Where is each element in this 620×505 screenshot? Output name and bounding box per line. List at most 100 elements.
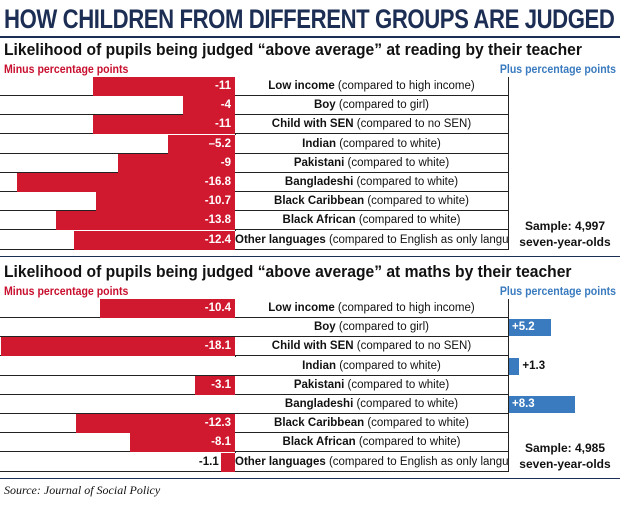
reading-category-note: (compared to English as only language) [328, 233, 508, 246]
reading-section-title: Likelihood of pupils being judged “above… [4, 40, 582, 59]
maths-row: +5.2 Boy (compared to girl) [0, 318, 620, 338]
maths-category-label: Pakistani (compared to white) [235, 376, 508, 395]
reading-row: -9 Pakistani (compared to white) [0, 153, 620, 173]
maths-category-name: Black Caribbean [274, 417, 365, 430]
maths-value-label: -12.3 [204, 417, 231, 430]
reading-category-name: Pakistani [293, 156, 345, 169]
reading-category-note: (compared to girl) [335, 99, 430, 112]
maths-bar [75, 414, 235, 434]
reading-category-note: (compared to white) [364, 195, 469, 208]
reading-category-note: (compared to white) [344, 156, 450, 169]
reading-row-gridline [0, 171, 235, 173]
reading-row: -12.4 Other languages (compared to Englis… [0, 230, 620, 250]
maths-section-title: Likelihood of pupils being judged “above… [4, 262, 572, 281]
maths-category-note: (compared to white) [355, 436, 461, 449]
reading-sample-group: seven-year-olds [519, 235, 611, 249]
reading-category-name: Other languages [235, 233, 326, 246]
reading-row: -4 Boy (compared to girl) [0, 96, 620, 116]
reading-category-label: Black African (compared to white) [235, 211, 508, 230]
maths-bar [0, 337, 235, 357]
maths-bar [220, 452, 235, 472]
maths-category-name: Pakistani [293, 378, 345, 391]
reading-category-name: Indian [302, 137, 337, 150]
maths-category-note: (compared to English as only language) [328, 455, 508, 468]
maths-category-note: (compared to white) [353, 398, 459, 410]
maths-category-cell [235, 414, 508, 434]
maths-category-note: (compared to high income) [334, 302, 475, 314]
maths-row: -18.1 Child with SEN (compared to no SEN) [0, 337, 620, 357]
reading-category-label: Low income (compared to high income) [235, 77, 508, 96]
maths-category-label: Other languages (compared to English as … [235, 453, 508, 472]
reading-category-note: (compared to no SEN) [353, 118, 472, 131]
reading-bar [167, 134, 235, 154]
maths-value-label: -18.1 [204, 340, 231, 353]
maths-row-gridline [0, 393, 235, 395]
reading-category-note: (compared to high income) [334, 80, 475, 92]
maths-sample-group: seven-year-olds [519, 457, 611, 471]
maths-value-label: -3.1 [211, 378, 231, 391]
reading-value-label: -11 [214, 80, 231, 92]
maths-bar [509, 396, 576, 413]
reading-value-label: -13.8 [204, 214, 231, 227]
reading-category-cell [235, 211, 508, 231]
reading-category-label: Black Caribbean (compared to white) [235, 192, 508, 211]
reading-value-label: -12.4 [204, 233, 231, 246]
reading-category-cell [235, 96, 508, 116]
chart-title: HOW CHILDREN FROM DIFFERENT GROUPS ARE J… [4, 4, 615, 34]
reading-value-label: -9 [220, 156, 231, 169]
title-banner: HOW CHILDREN FROM DIFFERENT GROUPS ARE J… [0, 0, 620, 38]
maths-plus-label: Plus percentage points [499, 284, 616, 298]
maths-bar [100, 299, 235, 318]
reading-plus-label: Plus percentage points [499, 62, 616, 76]
reading-category-label: Pakistani (compared to white) [235, 154, 508, 173]
maths-category-name: Low income [268, 302, 335, 314]
maths-category-label: Child with SEN (compared to no SEN) [235, 337, 508, 356]
maths-value-label: -10.4 [204, 302, 231, 314]
maths-category-cell [235, 433, 508, 453]
section-rule [0, 256, 620, 257]
maths-row-gridline [0, 451, 235, 453]
reading-bar [183, 96, 235, 116]
reading-category-note: (compared to white) [355, 214, 461, 227]
maths-category-note: (compared to no SEN) [353, 340, 472, 353]
reading-sample-size: Sample: 4,997 [524, 219, 606, 233]
maths-category-cell [235, 395, 508, 414]
reading-value-label: -10.7 [204, 195, 231, 208]
maths-row: -1.1 Other languages (compared to English… [0, 452, 620, 472]
reading-bar [74, 230, 235, 250]
reading-row-gridline [0, 114, 235, 116]
maths-row: -3.1 Pakistani (compared to white) [0, 375, 620, 395]
maths-value-label: +5.2 [512, 321, 535, 334]
reading-row: -13.8 Black African (compared to white) [0, 211, 620, 231]
maths-value-label: +8.3 [512, 398, 535, 410]
reading-category-name: Low income [268, 80, 335, 92]
maths-bar [130, 433, 235, 453]
maths-category-label: Indian (compared to white) [235, 357, 508, 376]
maths-value-label: +1.3 [522, 359, 546, 372]
maths-category-cell [235, 356, 508, 376]
maths-bar [194, 375, 235, 395]
maths-bar [509, 357, 520, 375]
maths-category-name: Boy [313, 321, 336, 334]
maths-category-name: Child with SEN [271, 340, 354, 353]
reading-category-label: Other languages (compared to English as … [235, 231, 508, 250]
reading-value-label: -4 [220, 99, 231, 112]
reading-bar [96, 192, 235, 212]
maths-category-name: Indian [302, 359, 337, 372]
reading-bar [118, 153, 235, 173]
maths-category-label: Black African (compared to white) [235, 433, 508, 452]
reading-bar [92, 77, 235, 96]
reading-category-label: Boy (compared to girl) [235, 96, 508, 115]
reading-row: -11 Child with SEN (compared to no SEN) [0, 115, 620, 135]
maths-category-label: Low income (compared to high income) [235, 299, 508, 318]
maths-sample: Sample: 4,985 seven-year-olds [510, 440, 620, 472]
reading-category-cell [235, 134, 508, 154]
maths-category-name: Black African [282, 436, 356, 449]
maths-category-name: Bangladeshi [284, 398, 354, 410]
maths-sample-size: Sample: 4,985 [524, 441, 606, 455]
reading-value-label: -16.8 [204, 176, 231, 188]
reading-category-cell [235, 77, 508, 96]
reading-category-cell [235, 153, 508, 173]
maths-center-divider-right [508, 299, 509, 472]
reading-row: -10.7 Black Caribbean (compared to white) [0, 192, 620, 212]
